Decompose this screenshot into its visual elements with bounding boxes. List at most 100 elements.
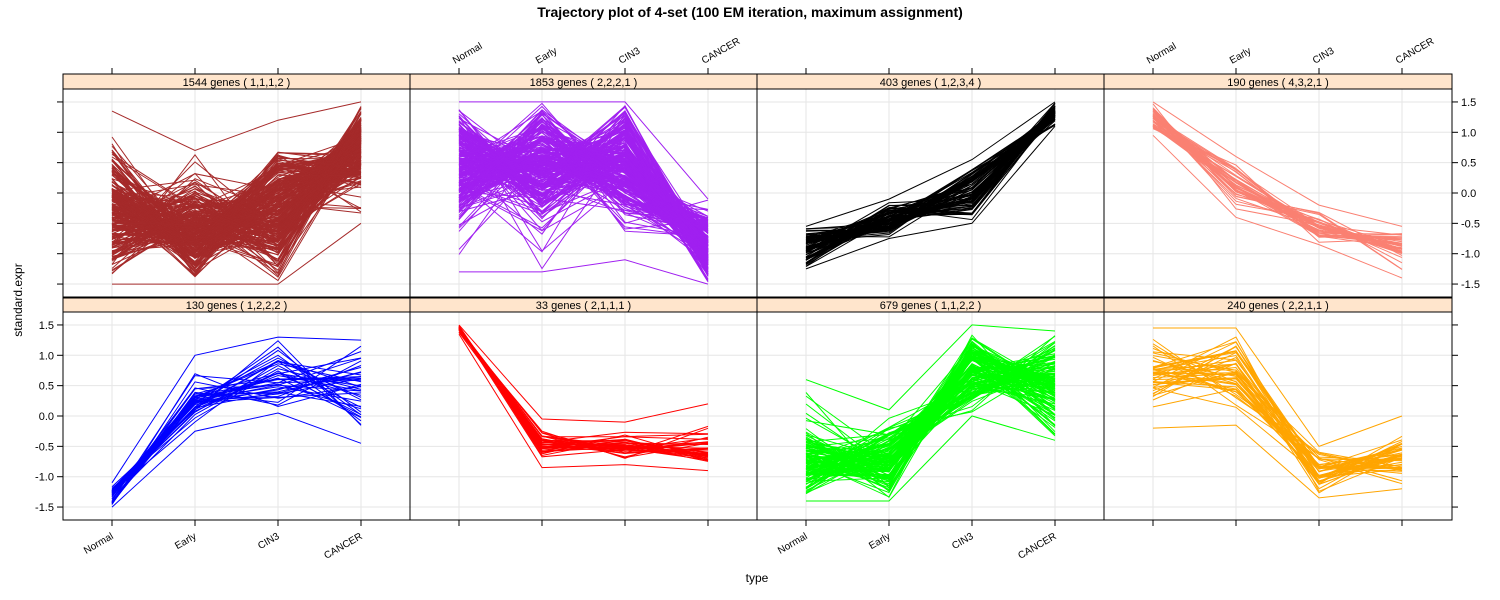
trajectory-line [805,116,1056,237]
trajectory-line [458,126,709,257]
y-tick-label: 0.5 [1461,158,1476,170]
trajectory-line [111,346,362,496]
y-tick-label: 0.0 [1461,188,1476,200]
trajectory-line [111,125,362,240]
x-tick-label: Normal [451,41,484,67]
trajectory-line [805,109,1056,237]
trajectory-line [458,329,709,449]
trajectory-line [805,366,1056,483]
trajectory-line [458,140,709,228]
trajectory-line [111,148,362,247]
trajectory-line [1152,346,1403,468]
trajectory-line [1152,126,1403,252]
x-tick-label: CANCER [1016,531,1058,562]
trajectory-line [458,328,709,455]
trajectory-line-max [111,101,362,152]
trajectory-line-max [805,324,1056,411]
trajectory-line [1152,115,1403,254]
trajectory-line [805,116,1056,241]
trajectory-line [1152,120,1403,236]
trajectory-line [805,109,1056,253]
y-tick-label: -1.0 [35,472,54,484]
panel-7: 679 genes ( 1,1,2,2 ) Normal Early CIN3 CANC… [756,297,1105,562]
trajectory-line [805,110,1056,249]
trajectory-line [1152,114,1403,250]
strip-label: 240 genes ( 2,2,1,1 ) [1227,300,1329,312]
trajectory-line-min [458,333,709,472]
panel-5: 130 genes ( 1,2,2,2 ) -1.5 -1.0 -0.5 0.0 0.5 1… [35,297,411,562]
trajectory-line [458,327,709,450]
trajectory-line [1152,360,1403,480]
trajectory-line [1152,117,1403,250]
trajectory-line [1152,103,1403,252]
trajectory-line [805,119,1056,238]
trajectory-line [805,111,1056,239]
strip-label: 403 genes ( 1,2,3,4 ) [880,77,982,89]
trajectory-line [805,357,1056,465]
trajectory-line [1152,115,1403,237]
trajectory-line [458,325,709,461]
strip-label: 33 genes ( 2,1,1,1 ) [536,300,631,312]
strip-label: 1853 genes ( 2,2,2,1 ) [530,77,638,89]
trajectory-line [458,326,709,461]
trajectory-line [111,164,362,242]
trajectory-line [805,345,1056,455]
x-axis-label: type [746,571,769,585]
trajectory-line [458,171,709,261]
trajectory-line [805,114,1056,246]
trajectory-line [1152,108,1403,247]
trajectory-line [805,114,1056,245]
trajectory-line [805,118,1056,238]
trajectory-line [805,115,1056,239]
trajectory-line [1152,115,1403,254]
y-tick-label: 0.0 [39,411,54,423]
strip-label: 679 genes ( 1,1,2,2 ) [880,300,982,312]
x-tick-label: Early [534,46,559,67]
panel-6: 33 genes ( 2,1,1,1 ) [409,297,758,526]
trajectory-line [111,384,362,498]
x-tick-label: Early [173,531,198,552]
trajectory-line-min [459,259,709,285]
trajectory-line [805,111,1056,243]
trajectory-line [458,328,709,447]
trajectory-line-max [805,101,1056,227]
trajectory-line [1152,117,1403,240]
trajectory-line [805,118,1056,239]
trajectory-line [111,158,362,253]
trajectory-line [805,114,1056,236]
trajectory-line-max [1153,327,1403,448]
trajectory-line-min [1152,134,1403,279]
trajectory-line [458,327,709,458]
chart-title: Trajectory plot of 4-set (100 EM iterati… [537,4,963,20]
trajectory-line [1152,356,1403,485]
trajectory-line-min [805,125,1056,270]
x-tick-label: CIN3 [1311,45,1337,66]
trajectory-line [458,326,709,456]
strip-label: 190 genes ( 4,3,2,1 ) [1227,77,1329,89]
y-tick-label: -1.0 [1461,249,1480,261]
trajectory-line [1152,112,1403,247]
trajectory-line [1152,118,1403,250]
y-tick-label: -0.5 [35,441,54,453]
y-tick-label: 1.0 [39,350,54,362]
trajectory-line [805,111,1056,242]
trajectory-line [805,347,1056,473]
panel-2: 1853 genes ( 2,2,2,1 ) Normal Early CIN3 CAN… [409,36,758,298]
trajectory-line [1152,123,1403,247]
trajectory-line [1152,115,1403,245]
trajectory-line [1152,355,1403,470]
strip-label: 130 genes ( 1,2,2,2 ) [186,300,288,312]
trajectory-line [111,345,362,505]
trajectory-line [805,115,1056,241]
trajectory-line [458,158,709,246]
trajectory-line [458,327,709,457]
trajectory-line [805,109,1056,239]
trajectory-line [458,117,709,237]
panel-8: 240 genes ( 2,2,1,1 ) [1103,297,1458,526]
y-axis-label: standard.expr [11,263,25,336]
panel-3: 403 genes ( 1,2,3,4 ) [756,68,1105,298]
panel-4: 190 genes ( 4,3,2,1 ) -1.5 -1.0 -0.5 0.0 0.5 1… [1103,36,1480,298]
trajectory-line-max [459,101,709,200]
trajectory-line [1152,336,1403,492]
trajectory-line [111,159,362,242]
